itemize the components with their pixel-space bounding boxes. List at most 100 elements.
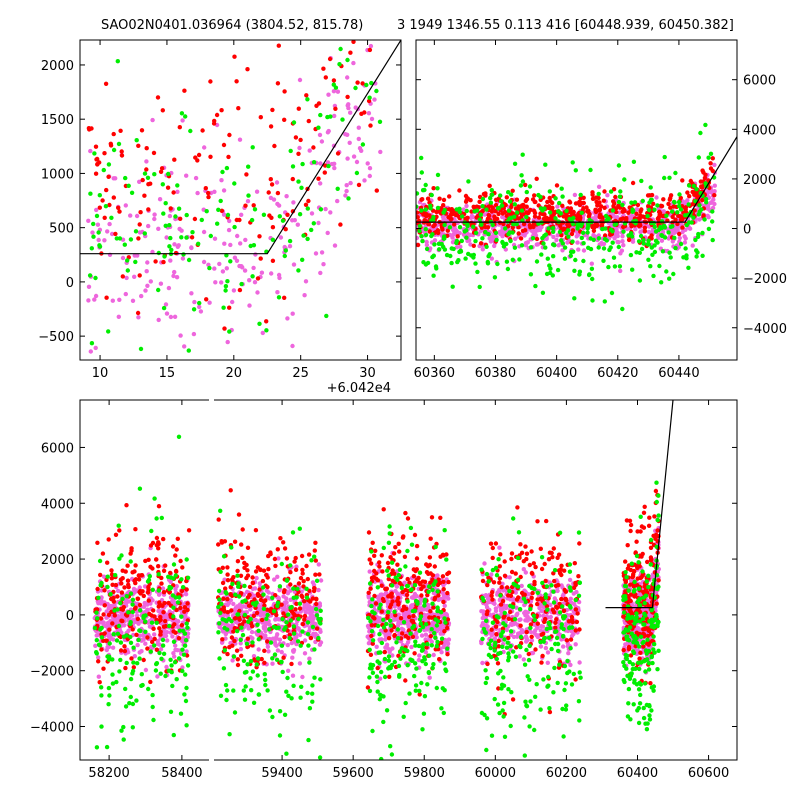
data-point-violet xyxy=(93,643,98,648)
data-point-violet xyxy=(248,607,253,612)
data-point-green xyxy=(89,341,95,346)
data-point-red xyxy=(569,231,575,237)
data-point-violet xyxy=(619,248,625,253)
data-point-red xyxy=(602,233,608,238)
data-point-red xyxy=(635,576,640,581)
data-point-red xyxy=(283,227,288,232)
data-point-violet xyxy=(202,145,207,150)
data-point-red xyxy=(141,657,146,663)
data-point-violet xyxy=(99,595,104,600)
data-point-red xyxy=(523,182,528,188)
data-point-green xyxy=(480,204,485,209)
data-point-violet xyxy=(672,230,677,235)
data-point-violet xyxy=(392,604,397,609)
data-point-violet xyxy=(347,140,352,145)
data-point-green xyxy=(514,221,519,227)
data-point-red xyxy=(533,564,538,570)
data-point-violet xyxy=(629,213,635,218)
data-point-green xyxy=(568,253,573,258)
data-point-green xyxy=(629,200,634,205)
data-point-violet xyxy=(445,641,451,646)
data-point-violet xyxy=(143,288,148,293)
data-point-red xyxy=(306,198,311,204)
data-point-green xyxy=(488,200,494,205)
data-point-violet xyxy=(155,639,160,644)
data-point-red xyxy=(440,227,445,232)
data-point-red xyxy=(683,205,689,210)
data-point-violet xyxy=(417,653,422,658)
data-point-red xyxy=(527,562,532,568)
data-point-violet xyxy=(276,203,282,208)
data-point-red xyxy=(386,576,391,582)
data-point-violet xyxy=(164,630,170,635)
data-point-violet xyxy=(266,649,271,654)
data-point-violet xyxy=(480,615,485,621)
data-point-green xyxy=(431,253,436,258)
data-point-violet xyxy=(231,601,236,607)
data-point-violet xyxy=(488,239,494,244)
data-point-red xyxy=(568,637,574,642)
data-point-green xyxy=(125,268,130,273)
data-point-red xyxy=(634,211,639,216)
data-point-red xyxy=(159,166,165,171)
data-point-violet xyxy=(96,655,101,660)
data-point-green xyxy=(270,237,276,242)
data-point-violet xyxy=(357,30,361,34)
data-point-green xyxy=(607,247,612,253)
data-point-red xyxy=(668,193,674,198)
data-point-green xyxy=(122,242,128,247)
data-point-violet xyxy=(297,145,302,151)
data-point-green xyxy=(435,172,441,178)
data-point-violet xyxy=(238,646,244,652)
data-point-violet xyxy=(123,203,128,208)
data-point-green xyxy=(91,221,96,227)
data-point-violet xyxy=(539,624,544,629)
data-point-violet xyxy=(281,594,286,599)
data-point-red xyxy=(139,128,145,133)
data-point-violet xyxy=(119,630,124,635)
data-point-red xyxy=(322,170,327,175)
data-point-red xyxy=(136,143,141,148)
data-point-green xyxy=(551,229,556,234)
data-point-green xyxy=(507,216,512,221)
data-point-violet xyxy=(132,274,137,279)
data-point-green xyxy=(311,221,316,226)
data-point-violet xyxy=(174,584,179,589)
data-point-violet xyxy=(245,199,251,204)
data-point-red xyxy=(608,232,613,237)
data-point-green xyxy=(646,207,652,213)
data-point-violet xyxy=(256,647,261,652)
data-point-red xyxy=(621,209,626,214)
data-point-green xyxy=(490,192,495,197)
data-point-red xyxy=(501,221,506,227)
data-point-red xyxy=(407,614,412,620)
data-point-green xyxy=(208,233,213,239)
data-point-red xyxy=(172,157,177,162)
data-point-violet xyxy=(255,290,260,295)
data-point-green xyxy=(417,223,423,229)
data-point-green xyxy=(163,223,168,228)
data-point-red xyxy=(173,553,178,558)
data-point-violet xyxy=(331,89,337,94)
data-point-violet xyxy=(311,616,316,621)
data-point-green xyxy=(678,207,684,212)
data-point-red xyxy=(255,276,261,281)
data-point-violet xyxy=(416,235,420,241)
data-point-red xyxy=(348,50,353,55)
data-point-violet xyxy=(302,651,308,656)
data-point-green xyxy=(335,186,340,191)
data-point-violet xyxy=(164,235,169,240)
data-point-violet xyxy=(468,242,473,247)
data-point-violet xyxy=(357,146,363,151)
data-point-green xyxy=(353,85,358,91)
data-point-red xyxy=(471,243,476,248)
data-point-green xyxy=(634,250,639,255)
data-point-violet xyxy=(621,243,626,248)
data-point-violet xyxy=(189,245,194,251)
data-point-green xyxy=(417,228,422,234)
data-point-red xyxy=(258,115,263,120)
data-point-violet xyxy=(518,617,523,622)
data-point-green xyxy=(301,233,306,238)
data-point-red xyxy=(510,225,515,230)
data-point-violet xyxy=(521,567,526,572)
